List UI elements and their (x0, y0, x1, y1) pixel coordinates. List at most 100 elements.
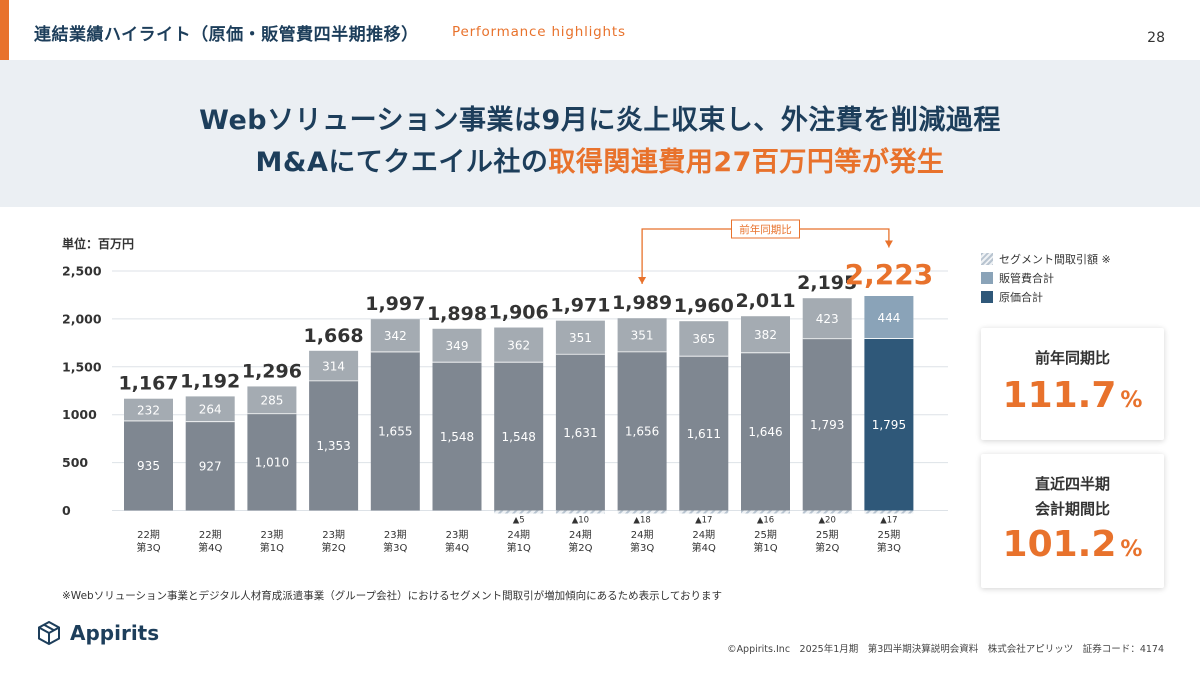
qoq-card: 直近四半期 会計期間比 101.2% (981, 454, 1164, 588)
bar-cogs (247, 413, 297, 511)
x-tick-label: 24期 (507, 529, 530, 541)
x-tick-label: 23期 (261, 529, 284, 541)
x-tick-label: 25期 (878, 529, 901, 541)
qoq-card-label-2: 会計期間比 (1034, 500, 1110, 518)
bar-segment (617, 510, 667, 514)
sga-value-label: 365 (692, 332, 715, 346)
yoy-card-label: 前年同期比 (1034, 349, 1110, 367)
y-tick-label: 2,000 (62, 311, 102, 326)
sga-value-label: 423 (816, 312, 839, 326)
total-value-label: 2,223 (845, 258, 934, 291)
legend-segment: セグメント間取引額 ※ (981, 251, 1111, 267)
cogs-value-label: 1,548 (502, 430, 536, 444)
y-tick-label: 1,500 (62, 359, 102, 374)
yoy-card-value-row: 111.7% (981, 375, 1164, 416)
bar-sga (802, 298, 852, 339)
sga-value-label: 382 (754, 328, 777, 342)
bar-cogs (679, 356, 729, 511)
legend-cogs: 原価合計 (981, 289, 1043, 305)
bar-cogs (370, 351, 420, 511)
x-tick-label: 第1Q (507, 541, 531, 554)
bar-segment (679, 510, 729, 514)
total-value-label: 1,971 (550, 295, 610, 317)
sga-value-label: 362 (507, 338, 530, 352)
segment-label: ▲5 (513, 516, 525, 526)
x-tick-label: 23期 (322, 529, 345, 541)
sga-value-label: 444 (877, 311, 900, 325)
bar-sga (370, 319, 420, 352)
comparison-label-box (731, 219, 800, 239)
cogs-value-label: 1,631 (563, 426, 597, 440)
bar-sga (432, 328, 482, 363)
x-tick-label: 第3Q (383, 541, 407, 554)
chart-unit-label: 単位：百万円 (62, 236, 134, 251)
x-tick-label: 25期 (754, 529, 777, 541)
sga-value-label: 342 (384, 329, 407, 343)
bar-cogs (494, 362, 544, 511)
bar-cogs (185, 421, 235, 511)
cogs-value-label: 1,646 (748, 425, 782, 439)
total-value-label: 1,906 (489, 302, 549, 324)
bar-sga (309, 350, 359, 381)
legend-segment-swatch (981, 253, 993, 265)
sga-value-label: 285 (260, 394, 283, 408)
bar-sga (185, 396, 235, 422)
sga-value-label: 351 (631, 329, 654, 343)
legend-cogs-label: 原価合計 (999, 291, 1043, 304)
bar-cogs (555, 354, 605, 511)
legend-cogs-swatch (981, 291, 993, 303)
bar-segment (802, 510, 852, 514)
y-tick-label: 0 (62, 503, 71, 518)
x-tick-label: 第4Q (198, 541, 222, 554)
legend-sga-label: 販管費合計 (999, 272, 1054, 285)
copyright: ©Appirits.Inc 2025年1月期 第3四半期決算説明会資料 株式会社… (727, 644, 1164, 655)
company-logo: Appirits (36, 620, 159, 646)
x-tick-label: 22期 (199, 529, 222, 541)
y-tick-label: 2,500 (62, 264, 102, 279)
total-value-label: 2,011 (735, 290, 795, 312)
x-tick-label: 第3Q (630, 541, 654, 554)
legend-segment-label: セグメント間取引額 ※ (999, 253, 1111, 266)
y-tick-label: 1000 (62, 407, 97, 422)
comparison-arrow-left-icon (638, 276, 647, 284)
comparison-arrow-right-icon (884, 240, 893, 248)
yoy-card: 前年同期比 111.7% (981, 328, 1164, 440)
total-value-label: 1,960 (674, 295, 734, 317)
bar-sga (247, 386, 297, 414)
bar-sga (494, 327, 544, 363)
x-tick-label: 第3Q (877, 541, 901, 554)
bar-segment (555, 510, 605, 514)
legend-sga: 販管費合計 (981, 270, 1054, 286)
headline-line-2-highlight: 取得関連費用27百万円等が発生 (548, 147, 945, 178)
bar-segment (864, 510, 914, 514)
legend-sga-swatch (981, 272, 993, 284)
x-tick-label: 第2Q (815, 541, 839, 554)
x-tick-label: 第1Q (260, 541, 284, 554)
bar-cogs (124, 420, 173, 511)
qoq-card-label-1: 直近四半期 (1034, 475, 1110, 493)
y-tick-label: 500 (62, 455, 88, 470)
bar-sga (864, 296, 914, 339)
total-value-label: 1,296 (242, 360, 302, 382)
bar-segment (741, 510, 790, 514)
x-tick-label: 25期 (816, 529, 839, 541)
segment-label: ▲18 (633, 516, 650, 526)
cogs-value-label: 1,656 (625, 425, 659, 439)
segment-label: ▲10 (572, 516, 589, 526)
segment-label: ▲17 (880, 516, 897, 526)
bar-segment (494, 510, 544, 514)
x-tick-label: 第2Q (568, 541, 592, 554)
total-value-label: 1,192 (180, 370, 240, 392)
cogs-value-label: 1,353 (316, 439, 350, 453)
x-tick-label: 24期 (692, 529, 715, 541)
yoy-card-value: 111.7 (1002, 375, 1117, 416)
segment-label: ▲16 (757, 516, 774, 526)
bar-cogs (741, 352, 790, 511)
headline-line-2: M&Aにてクエイル社の取得関連費用27百万円等が発生 (0, 140, 1200, 179)
logo-text: Appirits (70, 621, 160, 645)
total-value-label: 2,195 (797, 272, 857, 294)
cogs-value-label: 1,010 (255, 456, 289, 470)
slide-header: 連結業績ハイライト（原価・販管費四半期推移） Performance highl… (0, 0, 1200, 60)
bar-sga (617, 318, 667, 352)
bar-cogs (864, 338, 914, 511)
